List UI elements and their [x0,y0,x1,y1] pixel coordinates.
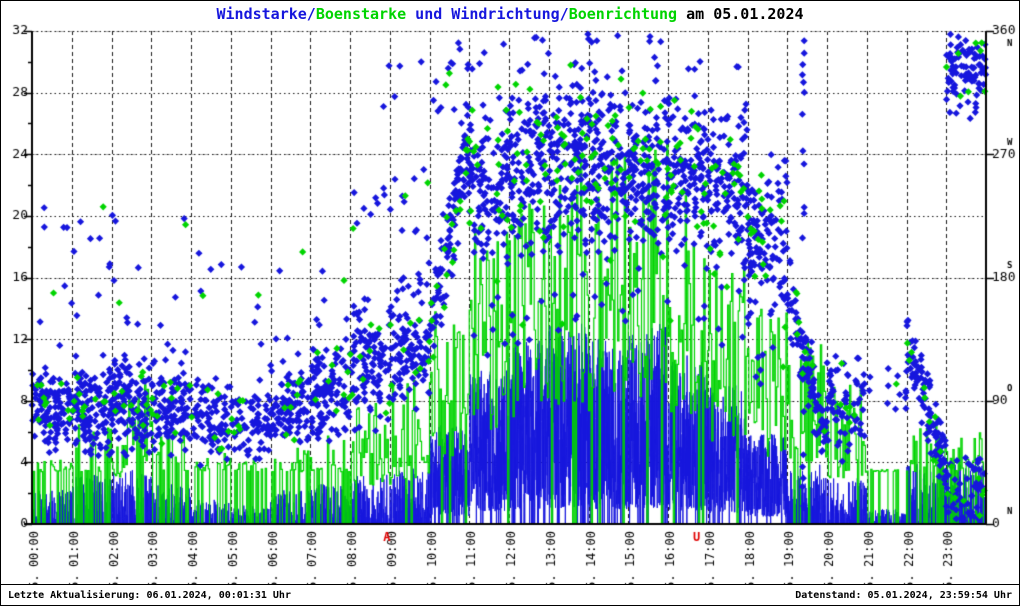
data-timestamp-text: Datenstand: 05.01.2024, 23:59:54 Uhr [795,589,1012,601]
last-update-text: Letzte Aktualisierung: 06.01.2024, 00:01… [8,589,291,601]
chart-title-segment: und Windrichtung/ [406,5,569,23]
footer-bar: Letzte Aktualisierung: 06.01.2024, 00:01… [1,584,1019,605]
chart-title-segment: Windstarke/ [216,5,316,23]
chart-title-segment: Boenstarke [315,5,407,23]
chart-title-segment: am 05.01.2024 [677,5,804,23]
chart-title-segment: Boenrichtung [568,5,678,23]
chart-title: Windstarke/Boenstarke und Windrichtung/B… [1,5,1019,23]
